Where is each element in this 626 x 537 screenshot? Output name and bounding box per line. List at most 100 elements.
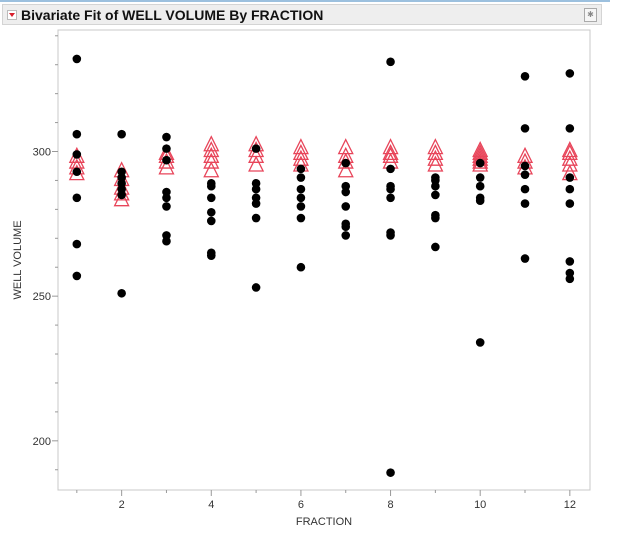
red-triangle-menu-icon[interactable] xyxy=(7,10,17,20)
predicted-triangle-point xyxy=(382,143,399,161)
predicted-triangle-point xyxy=(382,138,399,155)
data-point xyxy=(72,193,82,203)
data-point xyxy=(431,242,440,252)
data-point xyxy=(475,173,485,182)
x-axis-label: FRACTION xyxy=(296,516,352,528)
predicted-triangle-point xyxy=(427,155,444,172)
data-point xyxy=(296,173,306,182)
data-point xyxy=(520,199,530,208)
data-point xyxy=(386,57,395,67)
predicted-triangle-point xyxy=(472,141,489,158)
data-point xyxy=(251,144,261,153)
data-point xyxy=(565,124,575,133)
data-point xyxy=(206,193,216,203)
data-point xyxy=(341,187,351,197)
x-tick-label: 8 xyxy=(387,499,393,511)
data-point xyxy=(386,193,395,203)
data-point xyxy=(72,54,82,64)
predicted-triangle-point xyxy=(203,161,220,178)
predicted-triangle-point xyxy=(427,143,444,161)
data-point xyxy=(206,216,216,226)
predicted-triangle-point xyxy=(203,146,220,163)
data-point xyxy=(565,173,575,182)
data-point xyxy=(520,254,530,263)
pin-icon[interactable]: ✱ xyxy=(584,8,597,22)
predicted-triangle-point xyxy=(158,158,175,175)
predicted-triangle-point xyxy=(561,141,578,158)
data-point xyxy=(341,231,351,240)
x-tick-label: 6 xyxy=(298,499,304,511)
data-point xyxy=(117,288,126,298)
data-point xyxy=(475,338,485,347)
y-tick-label: 300 xyxy=(33,147,51,159)
data-point xyxy=(475,196,485,205)
data-point xyxy=(162,144,171,153)
data-point xyxy=(162,236,171,246)
predicted-triangle-point xyxy=(382,146,399,163)
report-title: Bivariate Fit of WELL VOLUME By FRACTION xyxy=(21,7,324,23)
y-tick-label: 200 xyxy=(33,436,51,448)
predicted-triangle-point xyxy=(427,149,444,166)
data-point xyxy=(386,184,395,194)
data-point xyxy=(72,271,82,281)
predicted-triangle-point xyxy=(561,149,578,166)
predicted-triangle-point xyxy=(427,138,444,155)
data-point xyxy=(206,207,216,217)
y-tick-label: 250 xyxy=(33,291,51,303)
data-point xyxy=(475,158,485,168)
data-point xyxy=(520,184,530,194)
data-point xyxy=(296,164,306,174)
data-point xyxy=(341,202,351,211)
data-point xyxy=(296,262,306,272)
x-tick-label: 12 xyxy=(564,499,576,511)
data-point xyxy=(251,199,261,208)
data-point xyxy=(251,184,261,194)
data-point xyxy=(296,184,306,194)
predicted-triangle-point xyxy=(203,152,220,169)
data-point xyxy=(296,193,306,203)
data-point xyxy=(386,164,395,174)
data-point xyxy=(72,167,82,177)
predicted-triangle-point xyxy=(337,138,354,155)
data-point xyxy=(565,69,575,78)
predicted-triangle-point xyxy=(337,161,354,178)
data-point xyxy=(520,161,530,171)
data-point xyxy=(251,283,261,292)
data-point xyxy=(565,199,575,208)
data-point xyxy=(565,257,575,266)
predicted-triangle-point xyxy=(248,146,265,163)
report-header[interactable]: Bivariate Fit of WELL VOLUME By FRACTION… xyxy=(2,4,602,25)
data-point xyxy=(162,155,171,165)
predicted-triangle-point xyxy=(292,143,309,161)
data-point xyxy=(162,193,171,203)
plot-frame xyxy=(57,29,591,491)
data-point xyxy=(475,181,485,191)
predicted-triangle-point xyxy=(203,141,220,158)
data-point xyxy=(296,202,306,211)
data-point xyxy=(162,132,171,142)
predicted-triangle-point xyxy=(561,143,578,161)
predicted-triangle-point xyxy=(113,190,130,207)
data-point xyxy=(520,71,530,81)
data-point xyxy=(162,202,171,211)
data-point xyxy=(341,222,351,232)
data-point xyxy=(72,129,82,139)
y-axis-label: WELL VOLUME xyxy=(12,220,24,299)
predicted-triangle-point xyxy=(292,138,309,155)
x-tick-label: 2 xyxy=(119,499,125,511)
data-point xyxy=(431,181,440,191)
data-point xyxy=(386,231,395,240)
data-point xyxy=(520,170,530,179)
data-point xyxy=(251,213,261,223)
predicted-triangle-point xyxy=(203,135,220,152)
predicted-triangle-point xyxy=(561,155,578,172)
data-point xyxy=(206,181,216,191)
predicted-triangle-point xyxy=(248,155,265,172)
data-point xyxy=(565,184,575,194)
data-point xyxy=(72,150,82,159)
data-point xyxy=(206,251,216,260)
data-point xyxy=(117,129,126,139)
x-tick-label: 4 xyxy=(208,499,214,511)
data-point xyxy=(117,190,126,200)
